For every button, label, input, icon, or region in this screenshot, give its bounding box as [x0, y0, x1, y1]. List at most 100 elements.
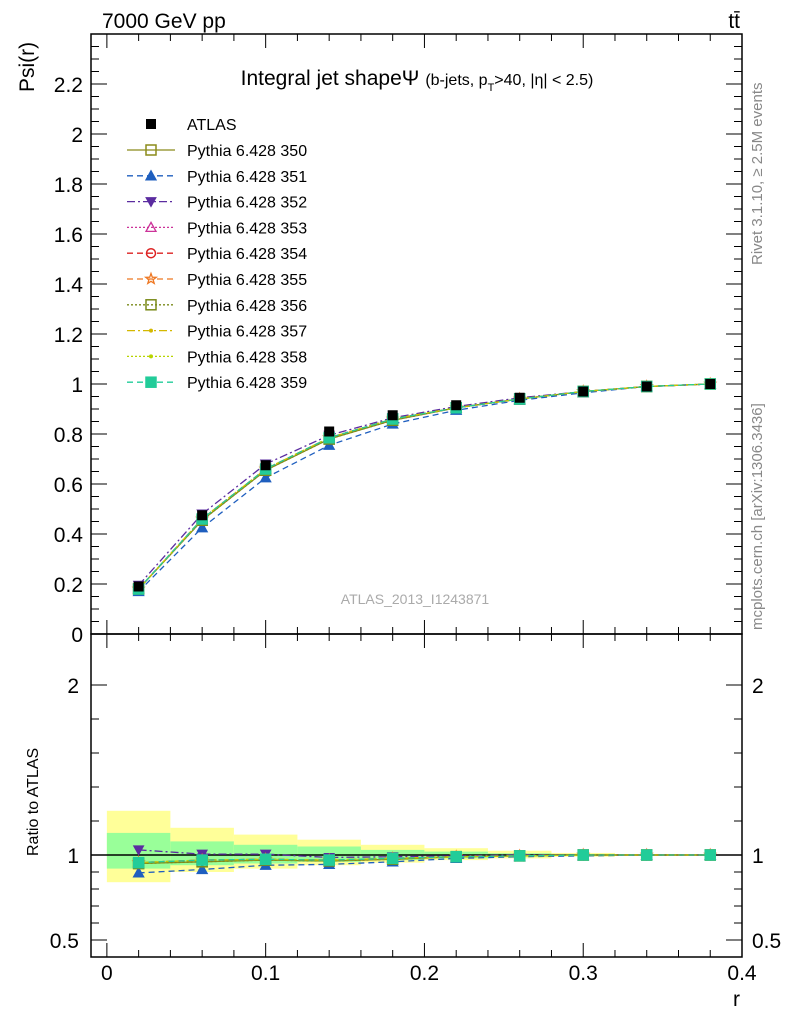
series-line	[138, 383, 711, 590]
main-panel: 0 0.2 0.4 0.6 0.8 1 1.2 1.4 1.6 1.8 2 2.2 ATLAS Pythi…	[54, 33, 743, 647]
main-ytick-label: 2	[71, 124, 83, 147]
xtick-label: 0.2	[410, 962, 439, 985]
main-ytick-label: 1.2	[54, 324, 83, 347]
legend-item: Pythia 6.428 350	[127, 143, 307, 160]
legend-label: Pythia 6.428 352	[187, 195, 307, 212]
main-title: Integral jet shapeΨ (b-jets, pT>40, |η| <…	[241, 67, 594, 94]
ratio-series-point	[132, 856, 145, 869]
mcplots-label: mcplots.cern.ch [arXiv:1306.3436]	[749, 403, 766, 630]
legend-label: Pythia 6.428 354	[187, 246, 307, 263]
legend-item: Pythia 6.428 355	[127, 271, 307, 289]
legend-marker	[145, 299, 157, 311]
series-pythia-6.428-353	[132, 377, 717, 594]
ratio-frame	[90, 633, 743, 958]
atlas-point	[451, 400, 462, 411]
ratio-series-point	[196, 863, 209, 875]
legend-marker	[144, 169, 158, 181]
atlas-point	[641, 381, 652, 392]
legend-label: Pythia 6.428 359	[187, 375, 307, 392]
main-title-text: Integral jet shapeΨ	[241, 67, 420, 90]
series-line	[138, 383, 711, 590]
legend-marker	[145, 197, 157, 208]
ratio-series-point	[132, 845, 145, 856]
atlas-point	[387, 410, 398, 421]
main-ytick-label: 1.6	[54, 224, 83, 247]
ratio-series-point	[132, 866, 145, 878]
legend-label: Pythia 6.428 357	[187, 324, 307, 341]
legend-marker	[145, 247, 157, 259]
rivet-label: Rivet 3.1.10, ≥ 2.5M events	[749, 83, 766, 266]
legend-marker	[145, 376, 157, 388]
series-pythia-6.428-355	[131, 376, 718, 595]
main-ytick-label: 0.4	[54, 524, 84, 547]
legend-marker	[146, 119, 156, 129]
series-pythia-6.428-354	[133, 378, 716, 595]
ratio-series-point	[323, 854, 335, 866]
xtick-label: 0	[101, 962, 113, 985]
series-line	[138, 383, 711, 590]
ratio-ytick-label-right: 0.5	[752, 930, 781, 953]
main-ytick-label: 0.8	[54, 424, 83, 447]
series-point	[259, 471, 272, 483]
watermark: ATLAS_2013_I1243871	[341, 591, 490, 607]
main-title-cut-open: (b-jets, p	[425, 72, 487, 89]
main-ytick-label: 0.6	[54, 474, 83, 497]
ratio-series-point	[640, 849, 653, 861]
ratio-ylabel: Ratio to ATLAS	[25, 748, 42, 856]
ratio-series-point	[704, 849, 716, 861]
legend-marker	[149, 354, 153, 359]
x-axis-label: r	[733, 988, 740, 1011]
legend-label: Pythia 6.428 355	[187, 272, 307, 289]
ratio-panel: 0.5 0.5 1 1 2 2 0 0.1 0.2 0.3 0.4	[50, 633, 781, 985]
series-point	[196, 521, 209, 533]
series-pythia-6.428-352	[132, 379, 717, 592]
atlas-point	[133, 581, 144, 592]
ratio-series-pythia-6.428-359	[132, 849, 716, 869]
xtick-label: 0.1	[251, 962, 280, 985]
legend: ATLAS Pythia 6.428 350 Pythia 6.428 351 Pyt…	[127, 117, 307, 392]
atlas-point	[260, 460, 271, 471]
atlas-point	[324, 426, 335, 437]
legend-item: Pythia 6.428 354	[127, 246, 307, 263]
atlas-point	[197, 510, 208, 521]
legend-item: Pythia 6.428 359	[127, 375, 307, 392]
ratio-series-point	[259, 853, 272, 865]
legend-item: Pythia 6.428 358	[127, 349, 307, 366]
ratio-series-point	[450, 850, 462, 863]
series-line	[138, 383, 711, 590]
legend-item: ATLAS	[146, 117, 237, 134]
ratio-series-point	[513, 850, 526, 862]
legend-item: Pythia 6.428 356	[127, 298, 307, 315]
legend-label: Pythia 6.428 350	[187, 143, 307, 160]
legend-item: Pythia 6.428 351	[127, 169, 307, 186]
ratio-ytick-label: 1	[67, 845, 79, 868]
ratio-series-line	[138, 854, 711, 864]
ratio-ytick-label: 2	[67, 675, 79, 698]
ratio-ytick-label: 0.5	[50, 930, 79, 953]
ratio-ytick-label-right: 2	[752, 675, 764, 698]
series-pythia-6.428-356	[132, 378, 716, 595]
series-line	[138, 383, 711, 592]
ratio-series-line	[138, 854, 711, 874]
series-line	[138, 383, 711, 590]
legend-marker	[145, 144, 157, 156]
series-line	[138, 383, 711, 586]
atlas-point	[705, 379, 716, 389]
main-title-cut-close: >40, |η| < 2.5)	[494, 72, 593, 89]
legend-item: Pythia 6.428 357	[127, 324, 307, 341]
legend-marker	[143, 271, 159, 285]
xtick-label: 0.3	[569, 962, 598, 985]
atlas-point	[578, 386, 589, 397]
legend-label: Pythia 6.428 356	[187, 298, 307, 315]
header-left-label: 7000 GeV pp	[102, 10, 226, 33]
main-ytick-label: 2.2	[54, 74, 83, 97]
series-pythia-6.428-359	[132, 378, 716, 595]
atlas-point	[514, 392, 525, 403]
series-pythia-6.428-351	[132, 377, 717, 597]
legend-label: Pythia 6.428 358	[187, 349, 307, 366]
legend-label: Pythia 6.428 351	[187, 169, 307, 186]
xtick-label: 0.4	[727, 962, 757, 985]
main-title-cut-sub: T	[488, 82, 495, 94]
ratio-series-point	[196, 854, 208, 866]
